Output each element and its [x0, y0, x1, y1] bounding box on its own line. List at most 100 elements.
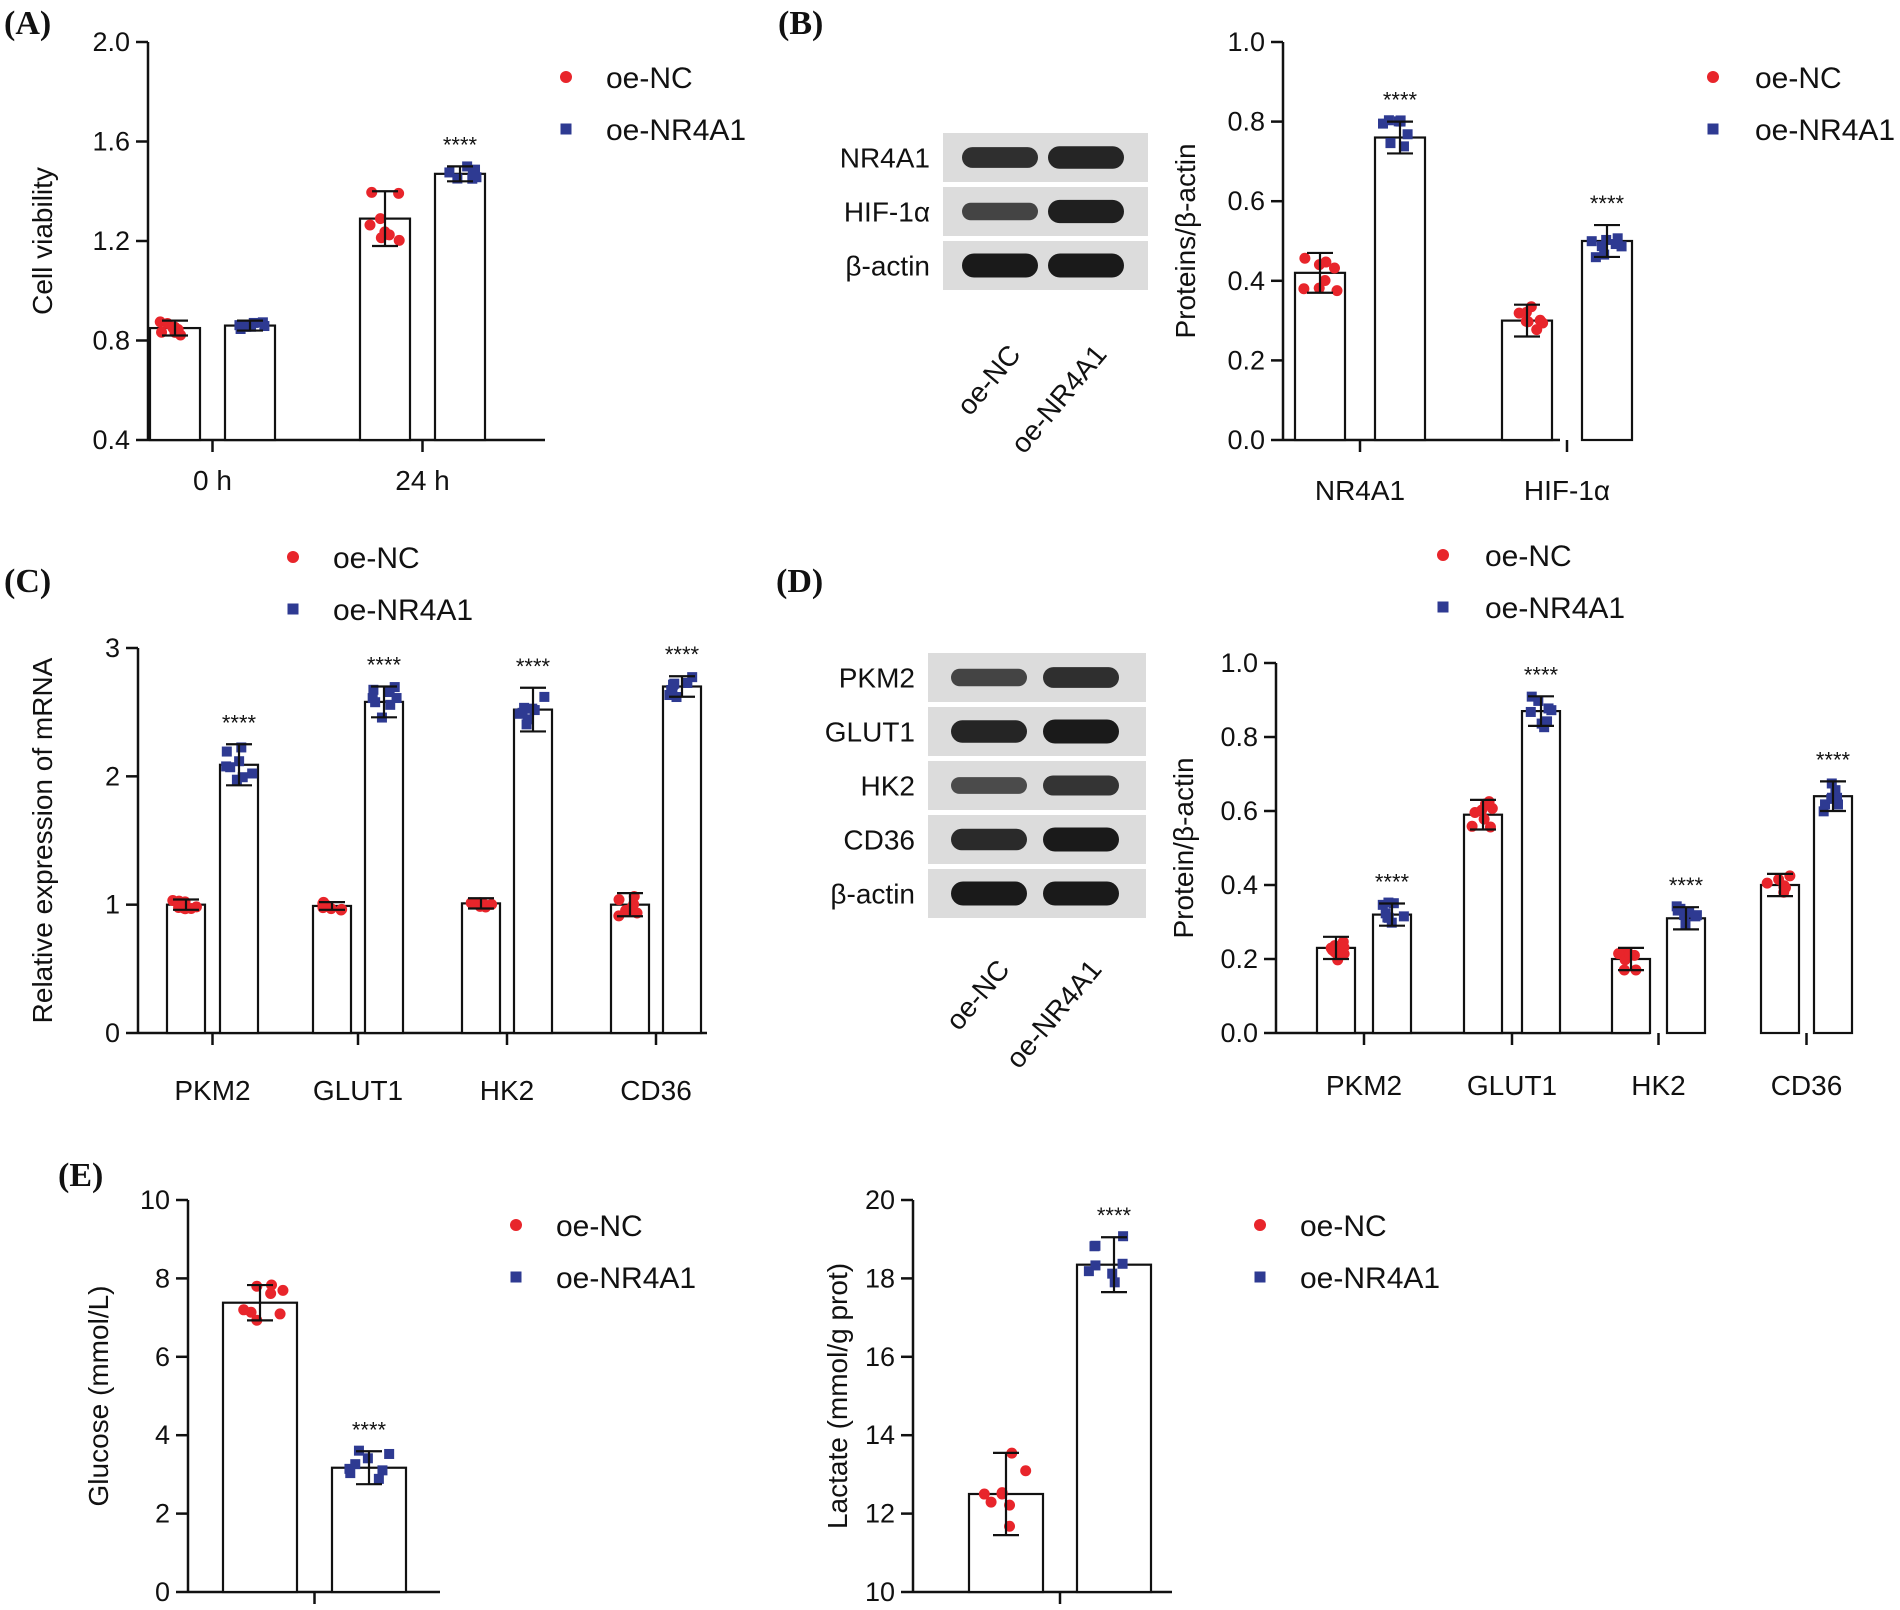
blot-band [951, 828, 1027, 851]
y-tick-label: 10 [865, 1577, 895, 1607]
significance-label: **** [222, 710, 257, 735]
data-point [1832, 792, 1843, 803]
data-point [1117, 1258, 1128, 1269]
legend-label: oe-NC [333, 542, 420, 575]
y-tick-label: 6 [155, 1342, 170, 1372]
legend-marker [1254, 1219, 1266, 1231]
charts-layer: 0.4 0.8 1.2 1.6 2.0 Cell viability 0 h 24 h ****… [27, 27, 1895, 1607]
y-axis-title: Relative expression of mRNA [27, 657, 58, 1023]
bar [1373, 136, 1427, 442]
data-point [539, 691, 550, 702]
data-point [444, 167, 455, 178]
y-axis-title: Proteins/β-actin [1170, 143, 1201, 338]
blot-band [962, 202, 1038, 221]
data-point [985, 1496, 997, 1508]
y-tick-label: 20 [865, 1185, 895, 1215]
data-point [238, 1304, 250, 1316]
data-point [1610, 239, 1621, 250]
bar [330, 1466, 408, 1594]
y-tick-label: 0.0 [1227, 425, 1265, 455]
data-point [1377, 899, 1388, 910]
bar [1315, 946, 1357, 1035]
y-tick-label: 2 [105, 761, 120, 791]
y-tick-label: 1.2 [92, 226, 130, 256]
blot-row-label: HK2 [861, 771, 915, 802]
significance-label: **** [367, 653, 402, 678]
significance-label: **** [352, 1417, 387, 1442]
data-point [377, 1465, 388, 1476]
data-point [1533, 695, 1544, 706]
panel-label: (C) [4, 563, 51, 600]
legend-label: oe-NR4A1 [333, 594, 473, 627]
chart-2: 0.0 0.2 0.4 0.6 0.8 1.0 Proteins/β-actin NR4A1 *… [1170, 27, 1895, 506]
data-point [370, 697, 381, 708]
data-point [1020, 1465, 1032, 1477]
y-tick-label: 0.0 [1220, 1018, 1258, 1048]
data-point [241, 321, 252, 332]
bar [609, 903, 651, 1035]
data-point [1378, 118, 1389, 129]
blot-band [1043, 881, 1119, 906]
significance-label: **** [443, 132, 478, 157]
significance-label: **** [1375, 870, 1410, 895]
x-tick-label: HIF-1α [1524, 475, 1610, 506]
data-point [1542, 716, 1553, 727]
significance-label: **** [1669, 873, 1704, 898]
blot-band [1043, 827, 1119, 852]
data-point [1383, 115, 1394, 126]
blots-layer: NR4A1HIF-1αβ-actinoe-NCoe-NR4A1PKM2GLUT1… [825, 133, 1148, 1074]
data-point [265, 1288, 277, 1300]
data-point [1089, 1241, 1100, 1252]
y-tick-label: 0.2 [1220, 944, 1258, 974]
bar [221, 1301, 299, 1594]
bar [460, 902, 502, 1035]
data-point [231, 774, 242, 785]
legend-marker [560, 123, 572, 135]
significance-label: **** [1590, 191, 1625, 216]
data-point [374, 213, 386, 225]
legend-label: oe-NR4A1 [1755, 114, 1895, 147]
chart-3: 0 1 2 3 Relative expression of mRNA PKM2 **** G… [27, 542, 707, 1106]
y-tick-label: 12 [865, 1499, 895, 1529]
data-point [1599, 249, 1610, 260]
y-tick-label: 2.0 [92, 27, 130, 57]
panel-label: (B) [778, 5, 823, 42]
x-tick-label: CD36 [620, 1075, 692, 1106]
blot-band [962, 147, 1038, 168]
data-point [1331, 285, 1343, 297]
data-point [1398, 911, 1409, 922]
data-point [1832, 799, 1843, 810]
data-point [1107, 1268, 1118, 1279]
bar [358, 217, 412, 442]
bar [1293, 271, 1347, 442]
data-point [1525, 706, 1536, 717]
data-point [1083, 1266, 1094, 1277]
blot-row-label: PKM2 [839, 663, 915, 694]
y-tick-label: 1 [105, 890, 120, 920]
significance-label: **** [665, 642, 700, 667]
data-point [471, 172, 482, 183]
data-point [1478, 813, 1490, 825]
legend-label: oe-NC [556, 1210, 643, 1243]
data-point [1531, 324, 1543, 336]
significance-label: **** [1097, 1203, 1132, 1228]
data-point [1539, 722, 1550, 733]
blot-band [951, 668, 1027, 687]
data-point [362, 1453, 373, 1464]
y-axis-title: Cell viability [27, 167, 58, 315]
data-point [248, 317, 259, 328]
legend-label: oe-NC [606, 62, 693, 95]
data-point [393, 187, 405, 199]
data-point [1684, 907, 1695, 918]
blot-row-label: CD36 [843, 825, 915, 856]
bar [1812, 795, 1854, 1035]
bar [1075, 1263, 1153, 1594]
data-point [1298, 283, 1310, 295]
chart-5: 0 2 4 6 8 10 Glucose (mmol/L) **** oe-NC oe-NR4A1 [83, 1185, 696, 1607]
blot-band [951, 881, 1027, 906]
data-point [613, 894, 625, 906]
x-tick-label: 24 h [395, 465, 450, 496]
